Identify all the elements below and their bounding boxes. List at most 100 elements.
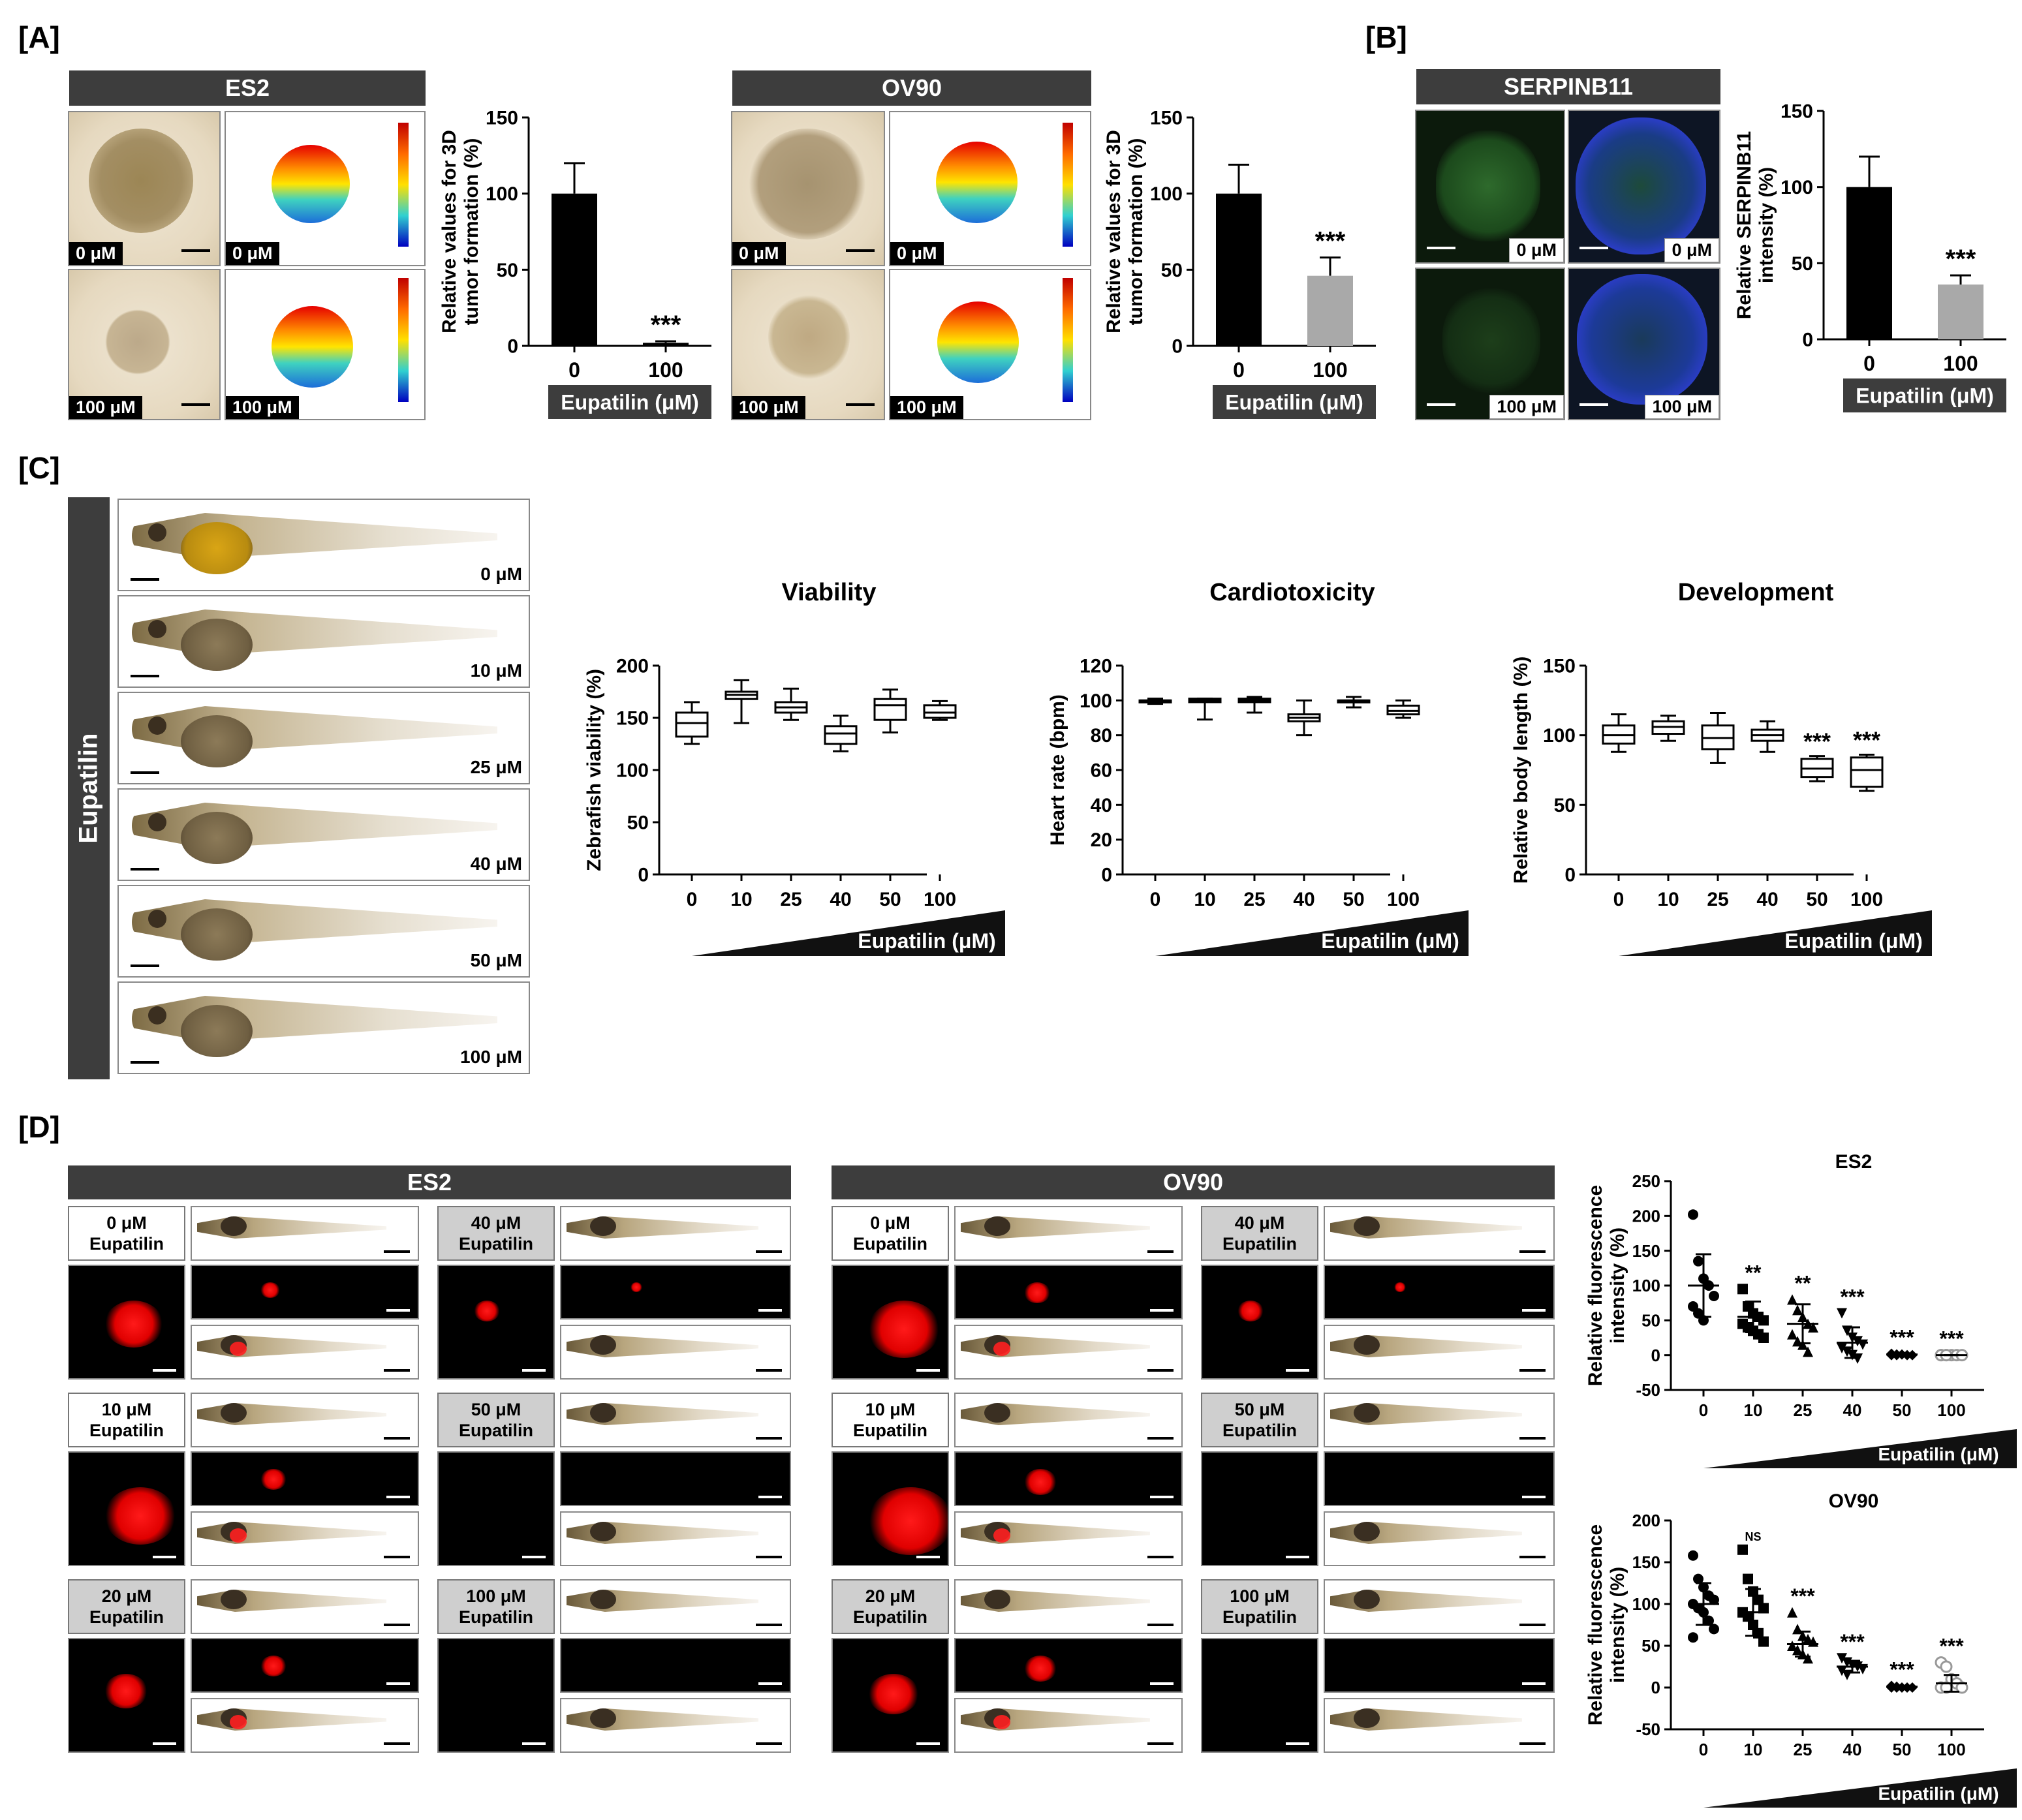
data-point bbox=[1737, 1544, 1748, 1555]
y-axis-label: Relative fluorescence bbox=[1585, 1524, 1606, 1725]
d-brightfield-photo bbox=[560, 1511, 791, 1566]
scale-bar bbox=[846, 249, 875, 252]
scale-bar bbox=[1286, 1742, 1309, 1745]
scale-bar bbox=[1519, 1250, 1546, 1253]
d-drug: Eupatilin bbox=[1222, 1607, 1297, 1627]
d-dose: 20 μM bbox=[865, 1586, 916, 1606]
c-embryo-label: 40 μM bbox=[470, 854, 522, 874]
scale-bar bbox=[153, 1556, 176, 1558]
x-axis-label: Eupatilin (μM) bbox=[1784, 929, 1923, 953]
d-brightfield-photo bbox=[560, 1698, 791, 1753]
data-point bbox=[1709, 1291, 1719, 1301]
y-tick-label: 100 bbox=[1632, 1594, 1660, 1614]
chart-title: OV90 bbox=[1829, 1490, 1879, 1512]
chart-d-es2: ES2 Relative fluorescence intensity (%) -50… bbox=[1585, 1151, 2017, 1468]
y-tick-label: 50 bbox=[1641, 1636, 1660, 1656]
scale-bar bbox=[384, 1624, 410, 1626]
a-ov90-3d-100: 100 μM bbox=[889, 269, 1091, 420]
scale-bar bbox=[756, 1556, 782, 1558]
d-brightfield-photo bbox=[1324, 1393, 1555, 1447]
bar-0 bbox=[1216, 193, 1262, 346]
y-axis-label: Zebrafish viability (%) bbox=[583, 669, 605, 871]
a-ov90-spheroid-100: 100 μM bbox=[731, 269, 885, 420]
x-tick-label: 50 bbox=[879, 889, 901, 910]
x-axis-wedge bbox=[1155, 910, 1469, 956]
x-tick-label: 10 bbox=[730, 889, 752, 910]
y-axis-label: Relative values for 3D bbox=[439, 130, 460, 333]
a-ov90-label: 0 μM bbox=[732, 242, 786, 265]
scale-bar bbox=[1147, 1556, 1174, 1558]
d-treatment-label: 10 μM Eupatilin bbox=[68, 1393, 185, 1447]
d-fluor-embryo bbox=[191, 1451, 419, 1506]
b-serpinb11-100: 100 μM bbox=[1415, 268, 1565, 420]
y-tick-label: 250 bbox=[1632, 1171, 1660, 1191]
scale-bar bbox=[386, 1309, 410, 1312]
x-tick-label: 10 bbox=[1194, 889, 1215, 910]
data-point bbox=[1743, 1611, 1753, 1622]
chart-title: ES2 bbox=[1835, 1151, 1873, 1173]
a-ov90-label: 100 μM bbox=[732, 396, 805, 419]
d-brightfield-photo bbox=[1324, 1206, 1555, 1261]
d-merge-photo bbox=[191, 1325, 419, 1380]
x-tick-label: 100 bbox=[1937, 1740, 1965, 1759]
data-point bbox=[1688, 1632, 1698, 1643]
scale-bar bbox=[522, 1556, 546, 1558]
data-point bbox=[1808, 1322, 1818, 1333]
x-axis-wedge bbox=[1703, 1429, 2017, 1468]
box-50 bbox=[873, 698, 907, 721]
y-tick-label: 0 bbox=[1651, 1346, 1660, 1365]
d-drug: Eupatilin bbox=[853, 1234, 927, 1254]
b-label: 100 μM bbox=[1489, 395, 1564, 419]
data-point bbox=[1837, 1653, 1847, 1664]
y-tick-label: 150 bbox=[486, 108, 518, 129]
d-brightfield-photo bbox=[191, 1393, 419, 1447]
scale-bar bbox=[522, 1369, 546, 1372]
y-axis-label: tumor formation (%) bbox=[1125, 138, 1147, 326]
scale-bar bbox=[1147, 1437, 1174, 1440]
significance-label: ** bbox=[1745, 1261, 1762, 1284]
d-treatment-label: 100 μM Eupatilin bbox=[437, 1579, 555, 1634]
y-tick-label: 200 bbox=[1632, 1511, 1660, 1530]
y-tick-label: 200 bbox=[1632, 1206, 1660, 1226]
y-tick-label: 120 bbox=[1080, 656, 1112, 677]
scale-bar bbox=[1150, 1682, 1174, 1685]
scale-bar bbox=[756, 1250, 782, 1253]
d-drug: Eupatilin bbox=[89, 1607, 164, 1627]
d-brightfield-photo bbox=[954, 1206, 1183, 1261]
x-tick-label: 50 bbox=[1893, 1740, 1912, 1759]
y-tick-label: 100 bbox=[486, 183, 518, 205]
significance-label: NS bbox=[1745, 1530, 1761, 1543]
x-axis-label: Eupatilin (μM) bbox=[858, 929, 996, 953]
c-side-label: Eupatilin bbox=[74, 733, 103, 844]
scale-bar bbox=[153, 1369, 176, 1372]
d-dose: 50 μM bbox=[1234, 1400, 1285, 1419]
scale-bar bbox=[131, 675, 159, 677]
chart-d-ov90: OV90 Relative fluorescence intensity (%) -5… bbox=[1585, 1490, 2017, 1808]
x-tick-label: 0 bbox=[1233, 358, 1245, 382]
d-fluor-embryo bbox=[560, 1638, 791, 1693]
c-embryo-photo: 50 μM bbox=[117, 885, 530, 978]
x-tick-label: 100 bbox=[1850, 889, 1883, 910]
scale-bar bbox=[846, 403, 875, 406]
y-axis-label: Heart rate (bpm) bbox=[1047, 694, 1068, 846]
y-tick-label: 50 bbox=[1792, 253, 1813, 275]
d-drug: Eupatilin bbox=[89, 1234, 164, 1254]
significance-label: *** bbox=[1840, 1630, 1865, 1654]
x-axis-bar bbox=[1843, 378, 2006, 412]
x-tick-label: 100 bbox=[1943, 352, 1978, 375]
y-tick-label: -50 bbox=[1636, 1380, 1660, 1400]
d-fluor-zoom bbox=[1201, 1451, 1318, 1566]
scale-bar bbox=[1519, 1556, 1546, 1558]
data-point bbox=[1758, 1636, 1769, 1647]
data-point bbox=[1842, 1346, 1852, 1357]
y-tick-label: 150 bbox=[1781, 101, 1813, 123]
scale-bar bbox=[916, 1369, 940, 1372]
x-tick-label: 40 bbox=[1843, 1740, 1862, 1759]
y-tick-label: 50 bbox=[1641, 1310, 1660, 1330]
significance-label: *** bbox=[1946, 245, 1976, 273]
data-point bbox=[1842, 1669, 1852, 1680]
d-brightfield-photo bbox=[1324, 1325, 1555, 1380]
d-fluor-zoom bbox=[1201, 1265, 1318, 1380]
d-drug: Eupatilin bbox=[1222, 1234, 1297, 1254]
d-fluor-embryo bbox=[560, 1451, 791, 1506]
